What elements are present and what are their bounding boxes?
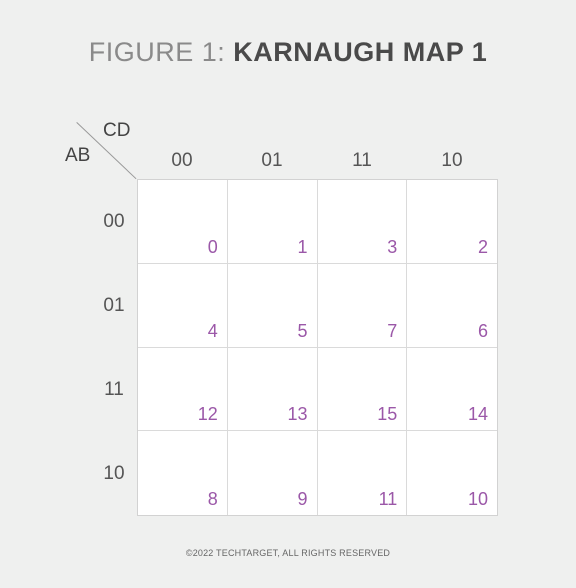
column-header: 00 xyxy=(171,150,193,171)
map-cell: 9 xyxy=(228,431,318,515)
map-cell: 5 xyxy=(227,263,318,348)
column-variables-label: CD xyxy=(103,120,131,141)
cell-index: 9 xyxy=(297,489,308,509)
column-header: 11 xyxy=(352,150,372,171)
cell-index: 6 xyxy=(477,320,488,341)
map-cell: 12 xyxy=(138,347,228,432)
map-cell: 0 xyxy=(138,180,228,264)
cell-index: 0 xyxy=(207,236,218,257)
cell-index: 12 xyxy=(197,404,218,425)
cell-index: 15 xyxy=(377,404,398,425)
cell-index: 8 xyxy=(207,489,218,509)
cell-index: 11 xyxy=(378,489,398,509)
column-header: 01 xyxy=(261,150,283,171)
row-header: 11 xyxy=(104,379,124,400)
map-cell: 15 xyxy=(317,347,408,432)
cell-index: 13 xyxy=(287,404,308,425)
map-cell: 10 xyxy=(407,431,497,515)
cell-index: 4 xyxy=(207,320,218,341)
column-header: 10 xyxy=(441,150,463,171)
figure-title: FIGURE 1: KARNAUGH MAP 1 xyxy=(0,36,576,68)
figure-title-prefix: FIGURE 1: xyxy=(88,37,226,67)
cell-index: 5 xyxy=(297,320,308,341)
map-cell: 14 xyxy=(407,348,497,432)
cell-index: 2 xyxy=(477,236,488,257)
figure-title-name: KARNAUGH MAP 1 xyxy=(233,37,488,67)
karnaugh-map-grid: 0 1 3 2 4 5 7 6 12 13 15 14 8 9 11 10 xyxy=(137,179,498,516)
map-cell: 7 xyxy=(317,263,408,348)
row-header: 01 xyxy=(103,295,125,316)
row-header: 00 xyxy=(103,211,125,232)
map-cell: 13 xyxy=(227,347,318,432)
map-cell: 11 xyxy=(318,431,408,515)
map-cell: 6 xyxy=(407,264,497,348)
map-cell: 2 xyxy=(407,180,497,264)
map-cell: 1 xyxy=(227,180,318,264)
cell-index: 7 xyxy=(387,320,398,341)
cell-index: 10 xyxy=(467,489,488,509)
cell-index: 3 xyxy=(387,236,398,257)
cell-index: 14 xyxy=(467,404,488,425)
row-header: 10 xyxy=(103,463,125,484)
map-cell: 3 xyxy=(317,180,408,264)
map-cell: 8 xyxy=(138,431,228,515)
copyright-footer: ©2022 TECHTARGET, ALL RIGHTS RESERVED xyxy=(185,548,391,558)
row-variables-label: AB xyxy=(65,145,91,166)
map-cell: 4 xyxy=(138,263,228,348)
cell-index: 1 xyxy=(297,236,308,257)
